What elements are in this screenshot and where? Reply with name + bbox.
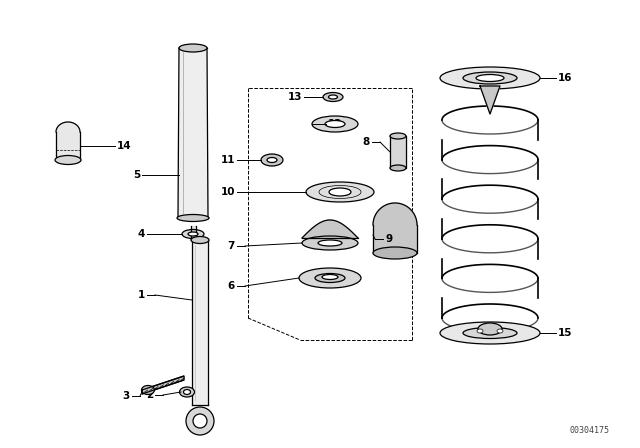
Ellipse shape [322, 275, 338, 280]
Text: 14: 14 [117, 141, 132, 151]
Ellipse shape [476, 74, 504, 82]
Ellipse shape [315, 273, 345, 283]
Polygon shape [373, 203, 417, 225]
Ellipse shape [373, 247, 417, 259]
Ellipse shape [440, 67, 540, 89]
Ellipse shape [188, 232, 198, 236]
Text: 5: 5 [132, 170, 140, 180]
Polygon shape [56, 122, 80, 132]
Ellipse shape [463, 72, 517, 84]
Text: 10: 10 [221, 187, 235, 197]
Ellipse shape [182, 229, 204, 238]
Polygon shape [56, 132, 80, 160]
Ellipse shape [261, 154, 283, 166]
Ellipse shape [184, 389, 191, 395]
Text: 11: 11 [221, 155, 235, 165]
Text: 16: 16 [558, 73, 573, 83]
Ellipse shape [179, 44, 207, 52]
Polygon shape [302, 220, 358, 238]
Ellipse shape [193, 414, 207, 428]
Text: 13: 13 [287, 92, 302, 102]
Text: 6: 6 [228, 281, 235, 291]
Ellipse shape [186, 407, 214, 435]
Text: 12: 12 [328, 119, 342, 129]
Ellipse shape [325, 121, 345, 128]
Ellipse shape [477, 329, 483, 333]
Ellipse shape [328, 95, 337, 99]
Ellipse shape [478, 323, 502, 335]
Ellipse shape [463, 327, 517, 339]
Ellipse shape [323, 92, 343, 102]
Polygon shape [390, 136, 406, 168]
Ellipse shape [267, 158, 277, 163]
Ellipse shape [329, 188, 351, 196]
Text: 2: 2 [146, 390, 153, 400]
Text: 8: 8 [363, 137, 370, 147]
Ellipse shape [177, 215, 209, 221]
Text: 9: 9 [385, 234, 392, 244]
Ellipse shape [312, 116, 358, 132]
Text: 3: 3 [123, 391, 130, 401]
Ellipse shape [302, 236, 358, 250]
Text: 1: 1 [138, 290, 145, 300]
Ellipse shape [179, 387, 195, 397]
Polygon shape [142, 376, 184, 394]
Ellipse shape [390, 133, 406, 139]
Text: 00304175: 00304175 [570, 426, 610, 435]
Ellipse shape [390, 165, 406, 171]
Text: 4: 4 [138, 229, 145, 239]
Polygon shape [373, 225, 417, 253]
Ellipse shape [497, 329, 503, 333]
Ellipse shape [191, 237, 209, 244]
Ellipse shape [440, 322, 540, 344]
Ellipse shape [55, 155, 81, 164]
Ellipse shape [299, 268, 361, 288]
Ellipse shape [306, 182, 374, 202]
Polygon shape [480, 86, 500, 114]
Text: 7: 7 [228, 241, 235, 251]
Polygon shape [191, 226, 195, 240]
Polygon shape [178, 48, 208, 218]
Ellipse shape [318, 240, 342, 246]
Ellipse shape [141, 385, 154, 395]
Polygon shape [192, 240, 208, 405]
Text: 15: 15 [558, 328, 573, 338]
